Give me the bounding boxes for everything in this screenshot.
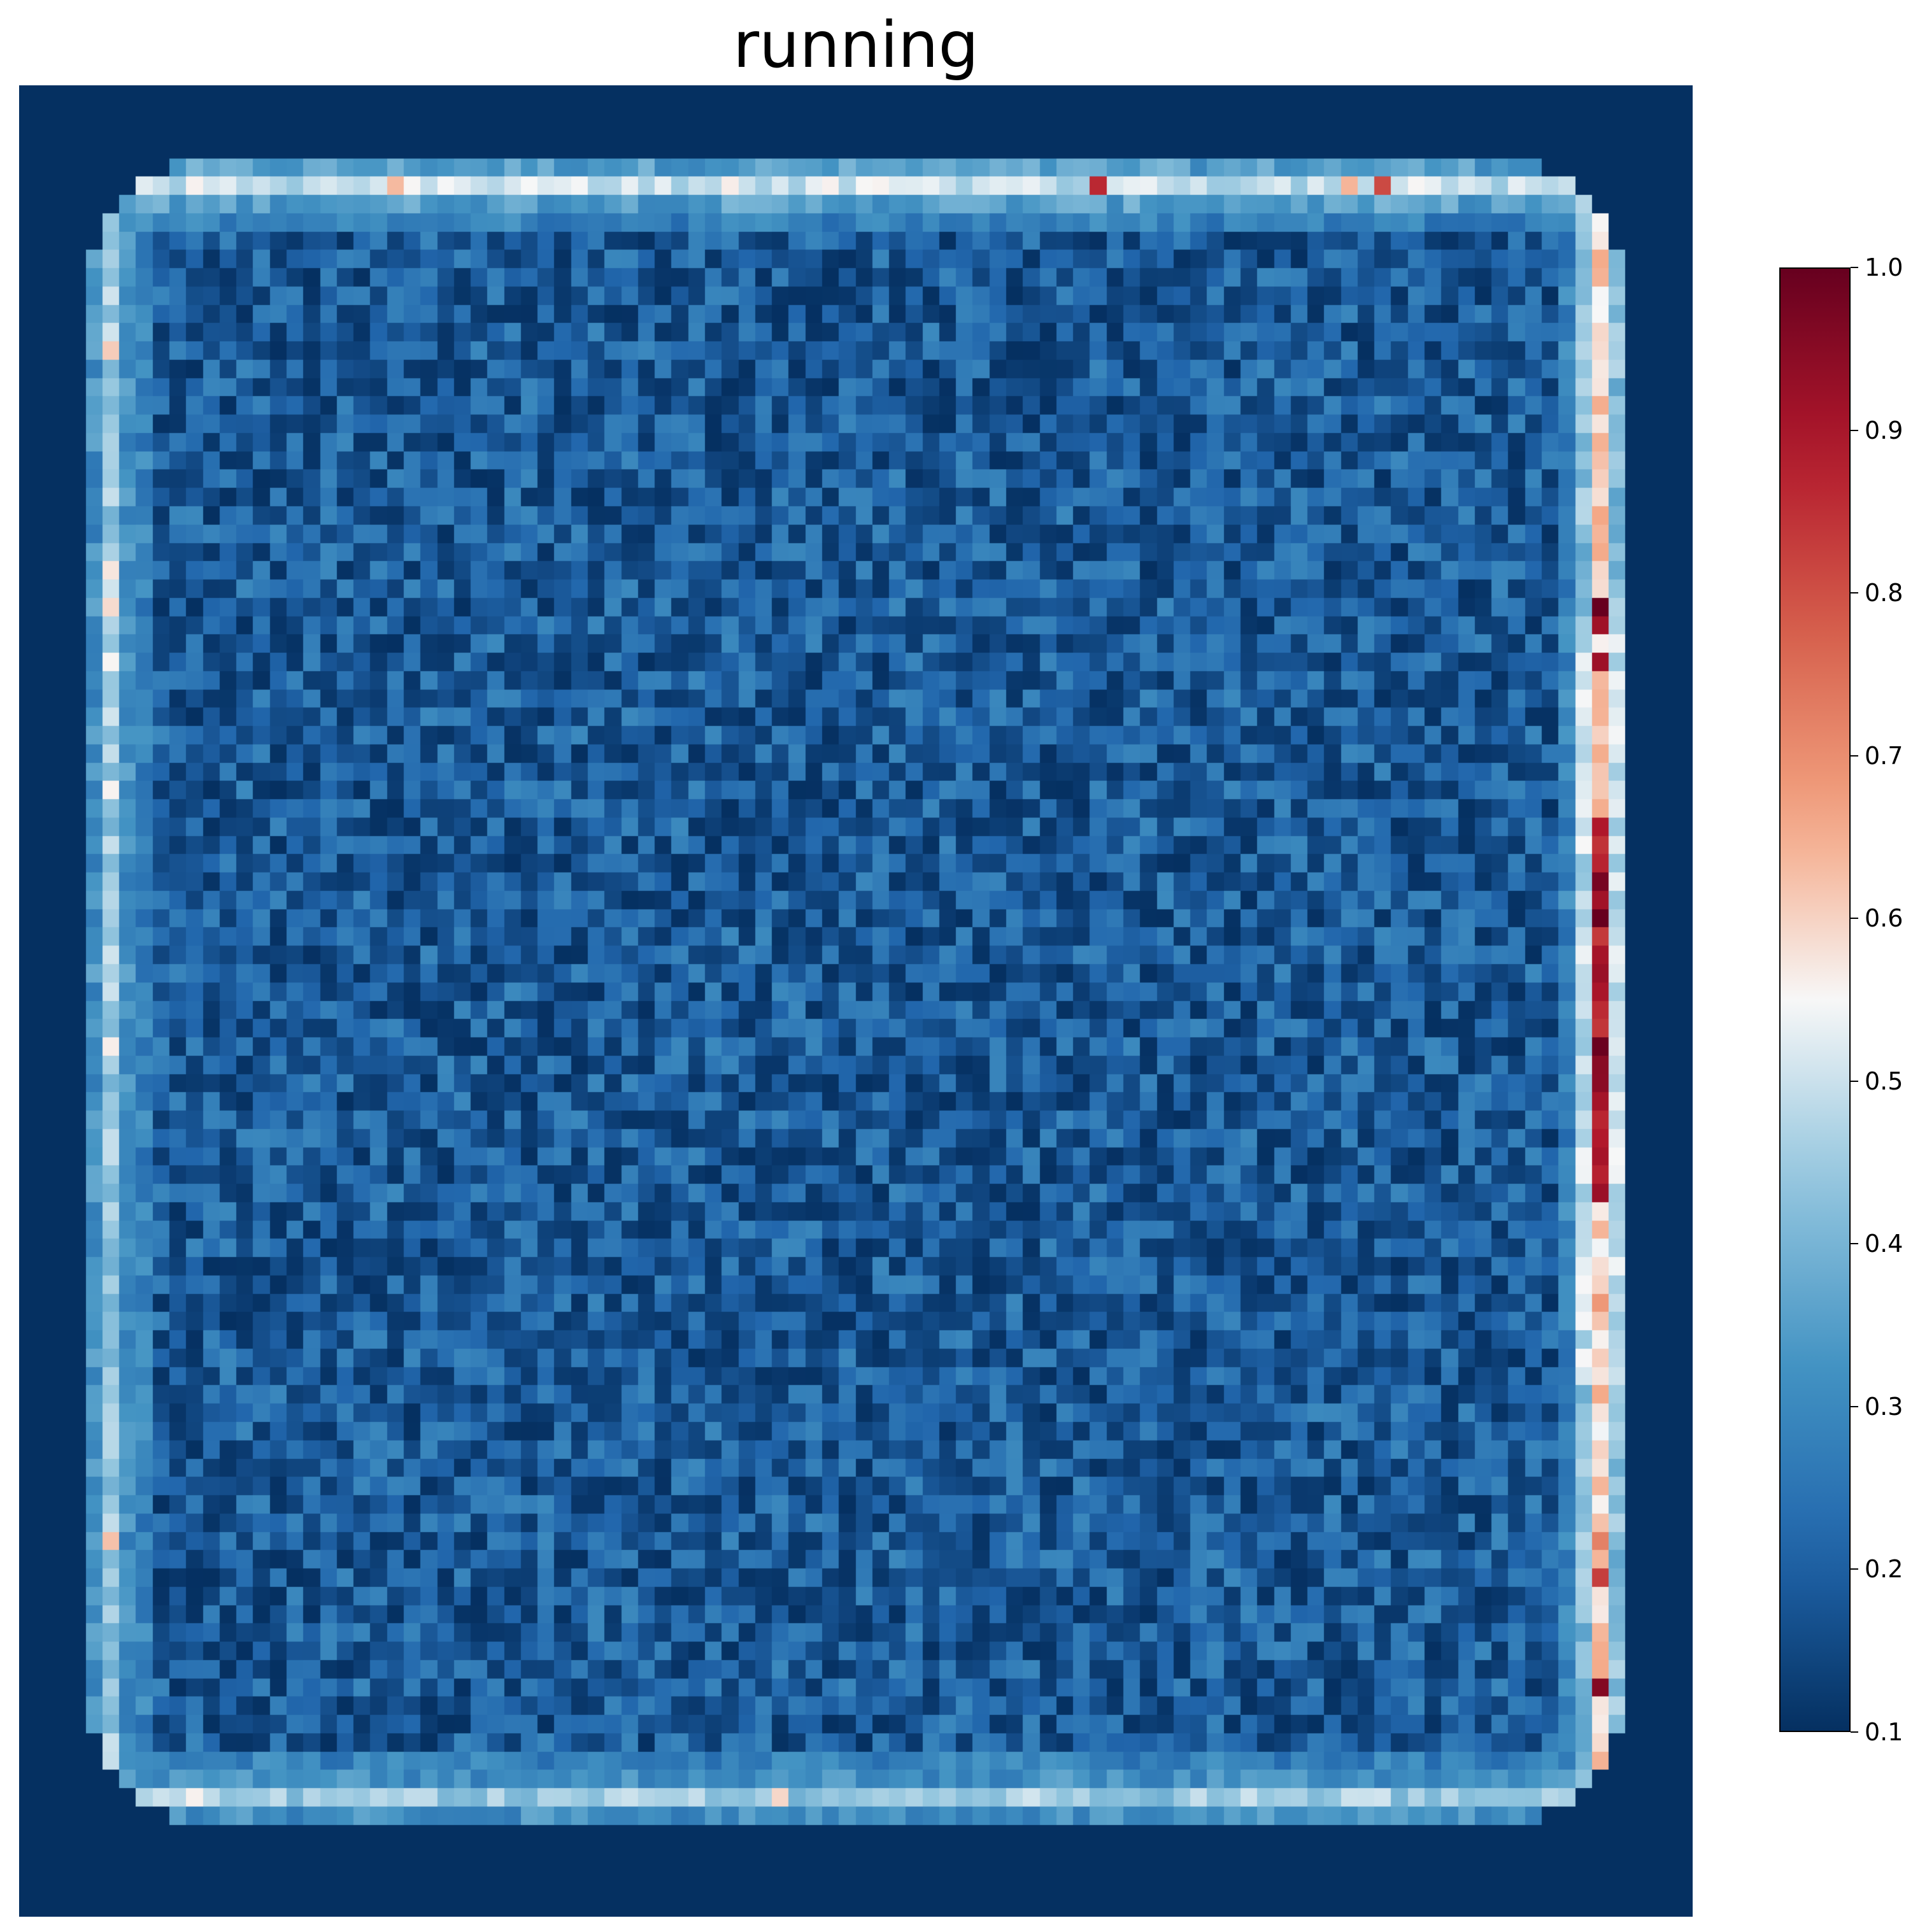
colorbar-tick-label: 0.4 [1865,1230,1903,1258]
colorbar-axis: 1.0 0.9 0.8 0.7 0.6 0.5 0.4 0.3 0.2 0.1 [1851,253,1921,1746]
heatmap-plot [19,85,1693,1917]
colorbar-tick [1851,429,1858,431]
colorbar-tick [1851,755,1858,756]
colorbar-tick [1851,1731,1858,1733]
colorbar-tick [1851,918,1858,920]
colorbar-tick-label: 1.0 [1865,253,1903,281]
colorbar-tick-label: 0.5 [1865,1067,1903,1095]
colorbar-tick [1851,1568,1858,1570]
colorbar-gradient [1779,267,1851,1732]
colorbar-tick [1851,1243,1858,1245]
chart-title: running [733,8,979,82]
colorbar-tick [1851,1080,1858,1082]
colorbar-tick-label: 0.8 [1865,579,1903,607]
colorbar-tick-label: 0.6 [1865,904,1903,933]
colorbar-tick-label: 0.3 [1865,1392,1903,1421]
colorbar-tick [1851,267,1858,268]
colorbar-tick [1851,592,1858,594]
colorbar-tick-label: 0.1 [1865,1718,1903,1746]
colorbar-tick [1851,1405,1858,1407]
colorbar-tick-label: 0.9 [1865,416,1903,444]
colorbar-tick-label: 0.7 [1865,741,1903,770]
colorbar-tick-label: 0.2 [1865,1555,1903,1584]
